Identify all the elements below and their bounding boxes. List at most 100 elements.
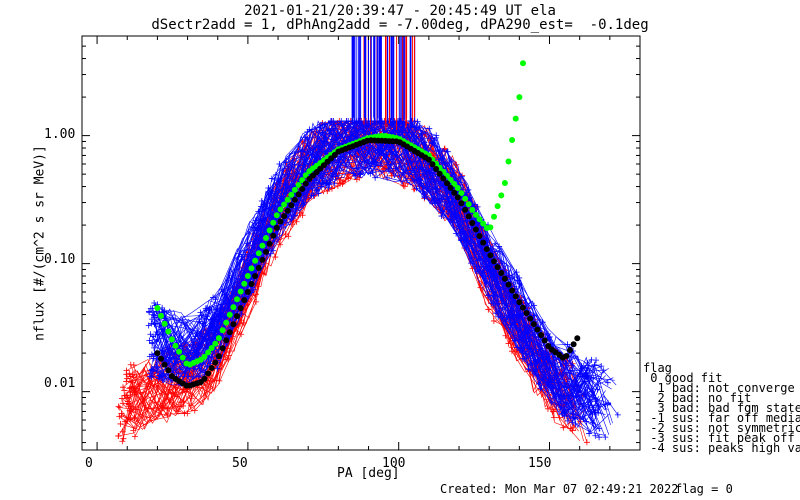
green-fit-point xyxy=(176,348,183,355)
blue-series-marker xyxy=(197,309,204,316)
blue-series-marker xyxy=(588,356,595,363)
blue-series-marker xyxy=(495,313,502,320)
black-fit-point xyxy=(472,226,479,233)
created-timestamp: Created: Mon Mar 07 02:49:21 2022 xyxy=(440,482,679,496)
black-fit-point xyxy=(165,367,172,374)
blue-series-marker xyxy=(453,230,460,237)
blue-series-marker xyxy=(331,180,338,187)
black-fit-point xyxy=(501,275,508,282)
blue-series-marker xyxy=(350,170,357,177)
red-series-marker xyxy=(285,233,292,240)
blue-series-marker xyxy=(154,364,161,371)
blue-series-marker xyxy=(148,373,155,380)
black-fit-point xyxy=(505,281,512,288)
black-fit-point xyxy=(234,313,240,320)
red-series-marker xyxy=(127,403,134,410)
green-fit-point xyxy=(465,201,472,208)
chart-title: 2021-01-21/20:39:47 - 20:45:49 UT ela xyxy=(244,3,556,19)
blue-series-marker xyxy=(147,370,154,377)
blue-series-marker xyxy=(145,308,152,315)
black-fit-point xyxy=(541,337,548,344)
blue-series-marker xyxy=(214,365,221,372)
black-fit-point xyxy=(281,213,288,220)
blue-series-marker xyxy=(473,263,480,270)
blue-series-marker xyxy=(153,363,160,370)
blue-series-marker xyxy=(499,313,506,320)
red-series-marker xyxy=(115,433,122,440)
blue-series-point xyxy=(276,201,280,204)
x-tick-label-50: 50 xyxy=(232,456,248,471)
y-axis-label: nflux [#/(cm^2 s sr MeV)] xyxy=(32,145,48,341)
black-fit-point xyxy=(288,202,295,209)
blue-series-marker xyxy=(367,170,374,177)
green-fit-point xyxy=(219,327,226,334)
black-fit-point xyxy=(516,299,523,306)
black-fit-point xyxy=(295,191,302,198)
black-fit-point xyxy=(284,207,291,214)
blue-series-marker xyxy=(598,363,605,370)
flag-status: flag = 0 xyxy=(675,482,733,496)
blue-series-marker xyxy=(315,148,322,155)
blue-series-marker xyxy=(551,363,558,370)
black-fit-point xyxy=(570,341,577,348)
green-fit-point xyxy=(165,328,172,335)
blue-series-marker xyxy=(158,373,165,380)
blue-series-marker xyxy=(536,380,543,387)
blue-series-point xyxy=(306,162,310,166)
black-fit-point xyxy=(201,375,208,382)
red-series-marker xyxy=(567,425,574,432)
blue-series-marker xyxy=(602,434,609,441)
blue-series-marker xyxy=(567,367,574,374)
blue-series-marker xyxy=(400,169,407,176)
blue-series-marker xyxy=(300,199,307,206)
red-series-point xyxy=(125,402,129,406)
black-fit-point xyxy=(215,353,222,360)
red-series-marker xyxy=(181,410,188,417)
green-fit-point xyxy=(494,203,501,210)
blue-series-marker xyxy=(210,294,217,301)
blue-series-marker xyxy=(203,313,210,320)
black-fit-point xyxy=(270,232,277,239)
green-fit-point xyxy=(270,219,277,226)
blue-series-marker xyxy=(570,382,577,389)
green-fit-point xyxy=(501,180,508,186)
legend-heading: flag xyxy=(643,361,672,375)
red-series-marker xyxy=(175,408,182,415)
red-series-marker xyxy=(238,331,245,338)
blue-series-point xyxy=(518,313,521,316)
green-fit-point xyxy=(223,319,230,326)
blue-series-marker xyxy=(149,367,156,374)
blue-series-marker xyxy=(151,299,158,306)
blue-series-line xyxy=(163,120,604,416)
blue-series-marker xyxy=(590,374,597,381)
blue-series-marker xyxy=(147,331,154,338)
plot-frame xyxy=(81,35,641,451)
legend-item: 1 bad: not converge xyxy=(643,381,795,395)
black-fit-point xyxy=(273,224,280,231)
green-fit-point xyxy=(172,342,179,349)
black-fit-point xyxy=(494,264,501,271)
blue-series-marker xyxy=(451,213,458,220)
black-fit-point xyxy=(263,248,269,255)
blue-series-marker xyxy=(377,162,384,169)
green-fit-point xyxy=(230,304,237,311)
black-fit-point xyxy=(498,270,505,276)
blue-series-marker xyxy=(207,336,214,343)
x-tick-label-150: 150 xyxy=(528,456,552,471)
blue-series-point xyxy=(578,390,582,393)
black-fit-point xyxy=(469,220,476,226)
blue-series-marker xyxy=(254,238,261,245)
green-fit-point xyxy=(512,115,519,122)
blue-series-line xyxy=(152,124,596,411)
black-fit-point xyxy=(509,287,516,294)
blue-series-marker xyxy=(485,292,492,299)
blue-series-marker xyxy=(592,432,599,439)
black-fit-point xyxy=(252,273,259,279)
blue-series-marker xyxy=(252,217,259,224)
axes-layer xyxy=(81,35,641,451)
blue-series-marker xyxy=(604,379,611,386)
blue-series-marker xyxy=(572,414,579,421)
green-fit-point xyxy=(454,185,461,191)
green-fit-point xyxy=(462,195,469,202)
black-fit-point xyxy=(425,156,432,163)
